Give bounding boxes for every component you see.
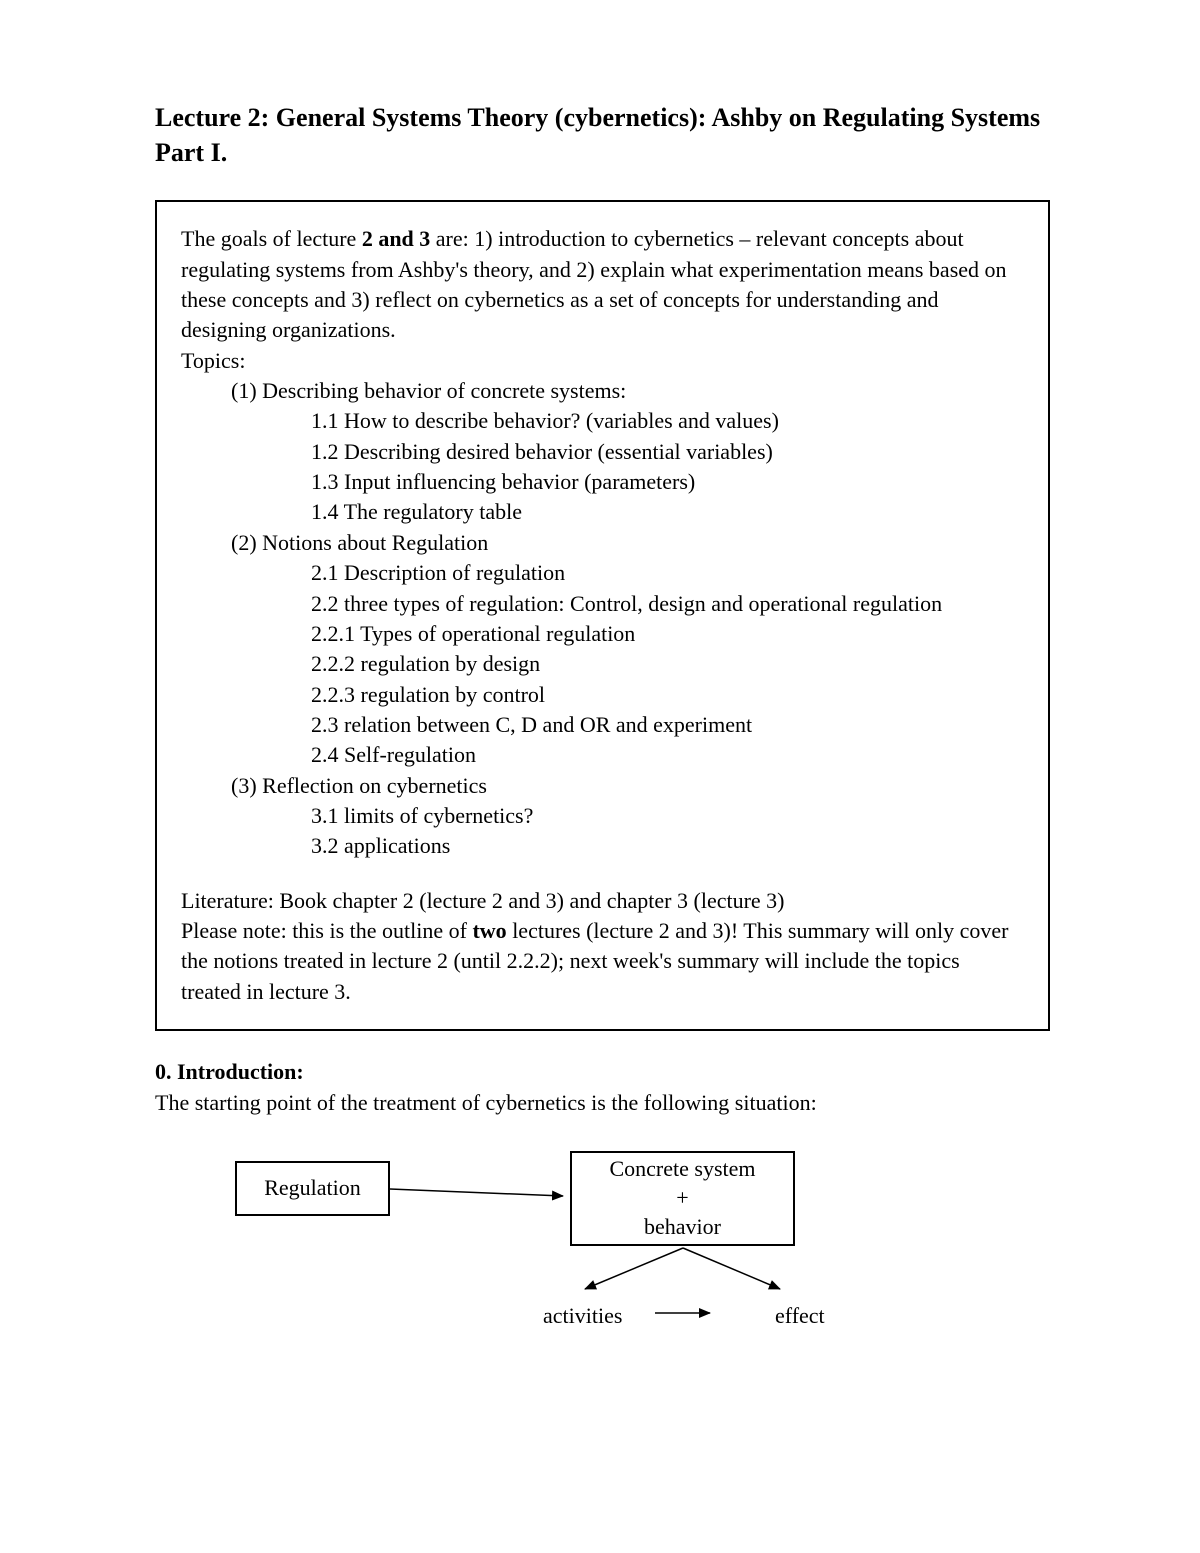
- outline-item: 3.2 applications: [311, 831, 1024, 861]
- arrow-splay-left-icon: [585, 1248, 683, 1289]
- outline-item: 2.3 relation between C, D and OR and exp…: [311, 710, 1024, 740]
- outline-item: 1.1 How to describe behavior? (variables…: [311, 406, 1024, 436]
- outline-item: 2.2.2 regulation by design: [311, 649, 1024, 679]
- goals-pre: The goals of lecture: [181, 226, 362, 251]
- summary-frame: The goals of lecture 2 and 3 are: 1) int…: [155, 200, 1050, 1031]
- section-0: 0. Introduction: The starting point of t…: [155, 1057, 1050, 1371]
- section-0-header: 0. Introduction:: [155, 1057, 1050, 1088]
- literature-line: Literature: Book chapter 2 (lecture 2 an…: [181, 886, 1024, 916]
- outline-item: 1.3 Input influencing behavior (paramete…: [311, 467, 1024, 497]
- note-paragraph: Please note: this is the outline of two …: [181, 916, 1024, 1007]
- goals-paragraph: The goals of lecture 2 and 3 are: 1) int…: [181, 224, 1024, 345]
- topics-outline: (1) Describing behavior of concrete syst…: [181, 376, 1024, 862]
- lecture-title: Lecture 2: General Systems Theory (cyber…: [155, 100, 1050, 170]
- arrow-splay-right-icon: [683, 1248, 780, 1289]
- outline-item: 2.2.1 Types of operational regulation: [311, 619, 1024, 649]
- outline-item: 2.4 Self-regulation: [311, 740, 1024, 770]
- outline-item: 3.1 limits of cybernetics?: [311, 801, 1024, 831]
- outline-item: 1.4 The regulatory table: [311, 497, 1024, 527]
- outline-item: (2) Notions about Regulation: [231, 528, 1024, 558]
- diagram: Regulation Concrete system + behavior ac…: [235, 1151, 935, 1371]
- arrow-main-icon: [390, 1189, 563, 1196]
- topics-label: Topics:: [181, 346, 1024, 376]
- note-pre: Please note: this is the outline of: [181, 918, 472, 943]
- outline-item: 1.2 Describing desired behavior (essenti…: [311, 437, 1024, 467]
- diagram-arrows: [235, 1151, 935, 1371]
- outline-item: (1) Describing behavior of concrete syst…: [231, 376, 1024, 406]
- note-bold: two: [472, 918, 506, 943]
- goals-bold: 2 and 3: [362, 226, 430, 251]
- outline-item: 2.2 three types of regulation: Control, …: [311, 589, 1024, 619]
- section-0-text: The starting point of the treatment of c…: [155, 1088, 1050, 1119]
- outline-item: 2.1 Description of regulation: [311, 558, 1024, 588]
- outline-item: (3) Reflection on cybernetics: [231, 771, 1024, 801]
- outline-item: 2.2.3 regulation by control: [311, 680, 1024, 710]
- page: Lecture 2: General Systems Theory (cyber…: [0, 0, 1200, 1553]
